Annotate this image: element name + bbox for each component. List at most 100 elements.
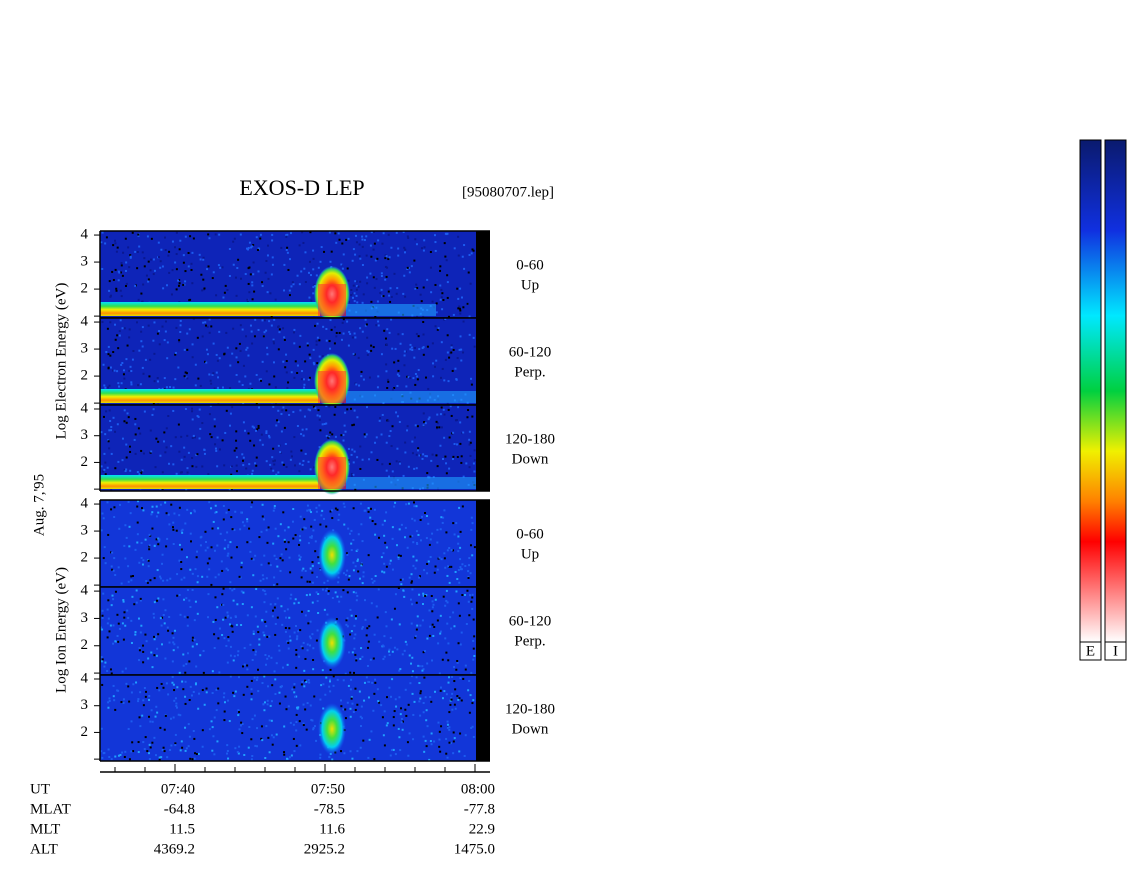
noise — [258, 406, 261, 409]
noise — [418, 593, 421, 596]
noise — [260, 563, 263, 566]
noise — [443, 242, 446, 245]
noise — [458, 614, 461, 617]
noise — [391, 537, 394, 540]
noise — [404, 295, 407, 298]
noise — [472, 639, 475, 642]
noise — [343, 752, 346, 755]
noise — [309, 231, 312, 234]
noise — [274, 622, 277, 625]
noise — [245, 247, 248, 250]
noise — [406, 546, 409, 549]
y-tick-label: 4 — [81, 670, 89, 686]
noise — [445, 259, 448, 262]
noise — [175, 702, 178, 705]
noise — [449, 742, 452, 745]
noise — [341, 267, 344, 270]
noise — [226, 744, 229, 747]
noise — [271, 615, 274, 618]
noise — [265, 625, 268, 628]
noise — [217, 264, 220, 267]
noise — [248, 241, 251, 244]
noise — [214, 233, 217, 236]
noise — [349, 707, 352, 710]
noise — [380, 274, 383, 277]
noise — [287, 758, 290, 761]
noise — [444, 637, 447, 640]
noise — [156, 647, 159, 650]
noise — [318, 504, 321, 507]
noise — [306, 580, 309, 583]
noise — [285, 548, 288, 551]
noise — [310, 536, 313, 539]
noise — [266, 291, 269, 294]
noise — [125, 443, 128, 446]
noise — [270, 719, 273, 722]
noise — [216, 740, 219, 743]
noise — [163, 431, 166, 434]
noise — [419, 697, 422, 700]
noise — [179, 714, 182, 717]
noise — [312, 529, 315, 532]
noise — [191, 418, 194, 421]
noise — [209, 433, 212, 436]
noise — [321, 509, 324, 512]
noise — [307, 610, 310, 613]
noise — [204, 541, 207, 544]
noise — [438, 426, 441, 429]
noise — [308, 260, 311, 263]
noise — [294, 598, 297, 601]
noise — [107, 440, 110, 443]
noise — [434, 325, 437, 328]
noise — [350, 614, 353, 617]
noise — [181, 746, 184, 749]
noise — [410, 346, 413, 349]
noise — [315, 506, 318, 509]
noise — [464, 564, 467, 567]
noise — [297, 630, 300, 633]
noise — [332, 684, 335, 687]
noise — [121, 361, 124, 364]
noise — [208, 237, 211, 240]
noise — [261, 515, 264, 518]
noise — [149, 579, 152, 582]
noise — [255, 236, 258, 239]
noise — [157, 256, 160, 259]
noise — [344, 672, 347, 675]
noise — [175, 231, 178, 234]
noise — [267, 526, 270, 529]
noise — [354, 633, 357, 636]
noise — [147, 657, 150, 660]
noise — [164, 501, 167, 504]
noise — [276, 583, 279, 586]
noise — [296, 635, 299, 638]
noise — [285, 409, 288, 412]
noise — [298, 543, 301, 546]
noise — [114, 268, 117, 271]
noise — [367, 640, 370, 643]
noise — [186, 508, 189, 511]
noise — [267, 562, 270, 565]
noise — [153, 380, 156, 383]
noise — [234, 510, 237, 513]
noise — [356, 416, 359, 419]
noise — [308, 593, 311, 596]
noise — [329, 260, 332, 263]
noise — [335, 241, 338, 244]
noise — [194, 436, 197, 439]
noise — [296, 274, 299, 277]
orbit-label: ALT — [30, 841, 58, 857]
noise — [379, 417, 382, 420]
noise — [388, 256, 391, 259]
noise — [165, 512, 168, 515]
noise — [349, 407, 352, 410]
noise — [136, 533, 139, 536]
noise — [356, 703, 359, 706]
noise — [439, 686, 442, 689]
noise — [134, 633, 137, 636]
y-tick-label: 2 — [81, 454, 89, 470]
noise — [421, 665, 424, 668]
noise — [415, 676, 418, 679]
noise — [351, 424, 354, 427]
